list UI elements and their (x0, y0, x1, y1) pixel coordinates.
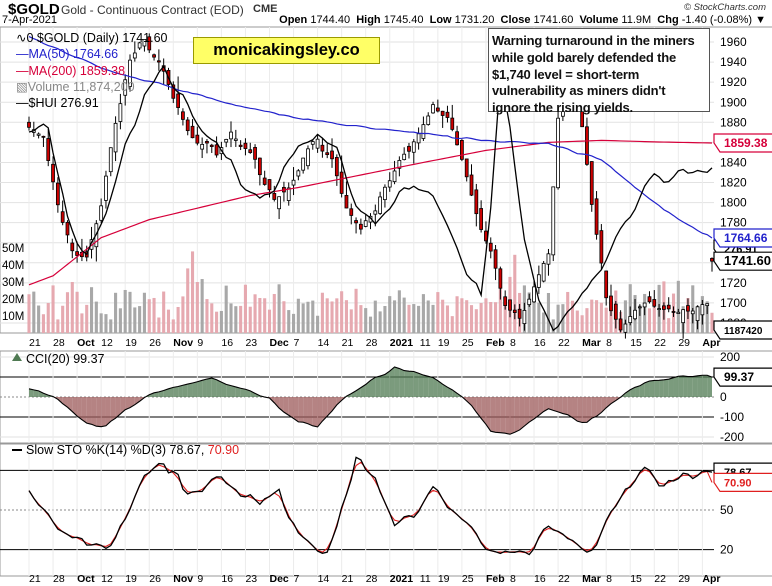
svg-text:28: 28 (366, 573, 378, 585)
svg-text:Oct: Oct (77, 573, 95, 585)
svg-text:19: 19 (125, 337, 137, 349)
svg-text:2021: 2021 (390, 573, 414, 585)
svg-text:1880: 1880 (720, 115, 747, 129)
svg-text:10M: 10M (2, 311, 24, 323)
svg-text:12: 12 (101, 573, 113, 585)
svg-text:25: 25 (462, 337, 474, 349)
svg-text:1741.60: 1741.60 (724, 253, 771, 268)
svg-text:Slow STO %K(14) %D(3) 78.67, 7: Slow STO %K(14) %D(3) 78.67, 70.90 (26, 443, 239, 457)
svg-text:21: 21 (29, 337, 41, 349)
svg-text:29: 29 (678, 337, 690, 349)
svg-text:50: 50 (720, 503, 734, 517)
svg-text:Feb: Feb (486, 337, 505, 349)
svg-text:1764.66: 1764.66 (724, 231, 768, 245)
svg-text:28: 28 (53, 337, 65, 349)
svg-text:Apr: Apr (702, 573, 720, 585)
svg-text:70.90: 70.90 (724, 477, 752, 489)
svg-text:Nov: Nov (173, 337, 193, 349)
svg-text:2021: 2021 (390, 337, 414, 349)
svg-text:11: 11 (420, 573, 431, 585)
svg-text:8: 8 (510, 573, 516, 585)
svg-text:1780: 1780 (720, 216, 747, 230)
svg-text:16: 16 (221, 337, 233, 349)
svg-text:Dec: Dec (269, 573, 288, 585)
svg-text:-100: -100 (720, 410, 744, 424)
svg-text:14: 14 (318, 337, 330, 349)
svg-text:1940: 1940 (720, 55, 747, 69)
svg-text:21: 21 (342, 573, 354, 585)
svg-text:Dec: Dec (269, 337, 288, 349)
svg-text:1700: 1700 (720, 296, 747, 310)
svg-text:19: 19 (125, 573, 137, 585)
svg-text:7: 7 (294, 573, 300, 585)
svg-text:22: 22 (654, 337, 666, 349)
svg-text:11: 11 (420, 337, 431, 349)
svg-text:19: 19 (438, 573, 450, 585)
svg-text:1800: 1800 (720, 196, 747, 210)
svg-text:20: 20 (720, 543, 734, 557)
svg-text:25: 25 (462, 573, 474, 585)
svg-text:15: 15 (630, 337, 642, 349)
svg-text:1720: 1720 (720, 276, 747, 290)
svg-text:1960: 1960 (720, 35, 747, 49)
svg-text:9: 9 (197, 573, 203, 585)
svg-text:1900: 1900 (720, 95, 747, 109)
svg-text:8: 8 (510, 337, 516, 349)
svg-text:Apr: Apr (702, 337, 720, 349)
svg-text:26: 26 (149, 573, 161, 585)
svg-text:16: 16 (534, 337, 546, 349)
svg-text:22: 22 (558, 337, 570, 349)
svg-text:Oct: Oct (77, 337, 95, 349)
svg-text:1840: 1840 (720, 155, 747, 169)
svg-text:0: 0 (720, 390, 727, 404)
svg-text:CCI(20) 99.37: CCI(20) 99.37 (26, 352, 105, 366)
svg-text:28: 28 (53, 573, 65, 585)
svg-text:29: 29 (678, 573, 690, 585)
svg-text:1820: 1820 (720, 176, 747, 190)
svg-text:99.37: 99.37 (724, 370, 754, 384)
svg-text:8: 8 (606, 573, 612, 585)
svg-text:1187420: 1187420 (724, 326, 763, 337)
svg-text:-200: -200 (720, 430, 744, 444)
svg-text:30M: 30M (2, 277, 24, 289)
svg-text:40M: 40M (2, 260, 24, 272)
svg-text:16: 16 (534, 573, 546, 585)
svg-text:21: 21 (342, 337, 354, 349)
svg-text:Mar: Mar (582, 337, 601, 349)
svg-text:1859.38: 1859.38 (724, 136, 768, 150)
svg-text:Mar: Mar (582, 573, 601, 585)
svg-text:22: 22 (654, 573, 666, 585)
svg-text:16: 16 (221, 573, 233, 585)
svg-text:8: 8 (606, 337, 612, 349)
svg-text:23: 23 (245, 337, 257, 349)
svg-text:28: 28 (366, 337, 378, 349)
svg-text:15: 15 (630, 573, 642, 585)
svg-text:7: 7 (294, 337, 300, 349)
svg-text:200: 200 (720, 350, 740, 364)
svg-text:22: 22 (558, 573, 570, 585)
svg-text:20M: 20M (2, 294, 24, 306)
svg-text:12: 12 (101, 337, 113, 349)
svg-text:23: 23 (245, 573, 257, 585)
svg-text:26: 26 (149, 337, 161, 349)
svg-text:9: 9 (197, 337, 203, 349)
svg-text:50M: 50M (2, 243, 24, 255)
svg-text:14: 14 (318, 573, 330, 585)
svg-text:21: 21 (29, 573, 41, 585)
svg-text:19: 19 (438, 337, 450, 349)
svg-text:1920: 1920 (720, 75, 747, 89)
svg-text:Feb: Feb (486, 573, 505, 585)
svg-text:Nov: Nov (173, 573, 193, 585)
